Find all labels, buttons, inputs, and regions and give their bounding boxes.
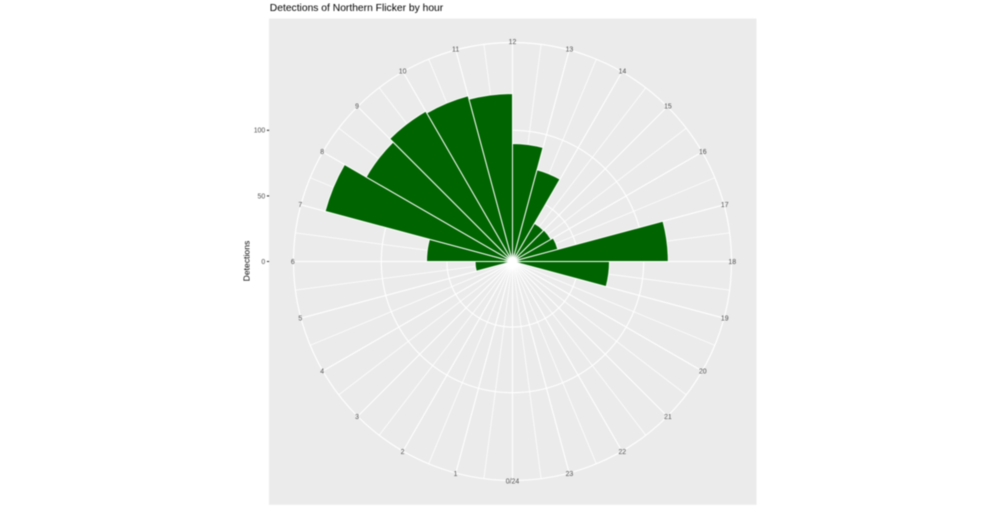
svg-text:5: 5: [298, 316, 302, 323]
svg-text:3: 3: [355, 414, 359, 421]
svg-text:1: 1: [454, 471, 458, 478]
svg-text:9: 9: [355, 103, 359, 110]
svg-text:16: 16: [699, 149, 707, 156]
svg-text:18: 18: [728, 259, 736, 266]
svg-text:7: 7: [298, 202, 302, 209]
svg-text:20: 20: [699, 369, 707, 376]
svg-text:4: 4: [320, 369, 324, 376]
svg-text:0/24: 0/24: [506, 479, 520, 486]
svg-text:6: 6: [291, 259, 295, 266]
svg-text:22: 22: [618, 449, 626, 456]
svg-text:19: 19: [721, 316, 729, 323]
svg-text:11: 11: [452, 47, 459, 54]
svg-text:10: 10: [399, 69, 407, 76]
svg-text:23: 23: [566, 471, 574, 478]
svg-text:17: 17: [721, 202, 729, 209]
svg-text:13: 13: [566, 47, 574, 54]
svg-text:0: 0: [261, 259, 265, 266]
svg-text:15: 15: [664, 103, 672, 110]
svg-text:Detections: Detections: [242, 241, 252, 282]
svg-text:50: 50: [258, 193, 266, 200]
svg-text:21: 21: [664, 414, 672, 421]
svg-text:100: 100: [254, 128, 266, 135]
svg-text:14: 14: [619, 69, 627, 76]
svg-text:Detections of Northern Flicker: Detections of Northern Flicker by hour: [270, 3, 444, 14]
svg-text:2: 2: [401, 449, 405, 456]
svg-text:12: 12: [509, 39, 517, 46]
svg-text:8: 8: [320, 149, 324, 156]
